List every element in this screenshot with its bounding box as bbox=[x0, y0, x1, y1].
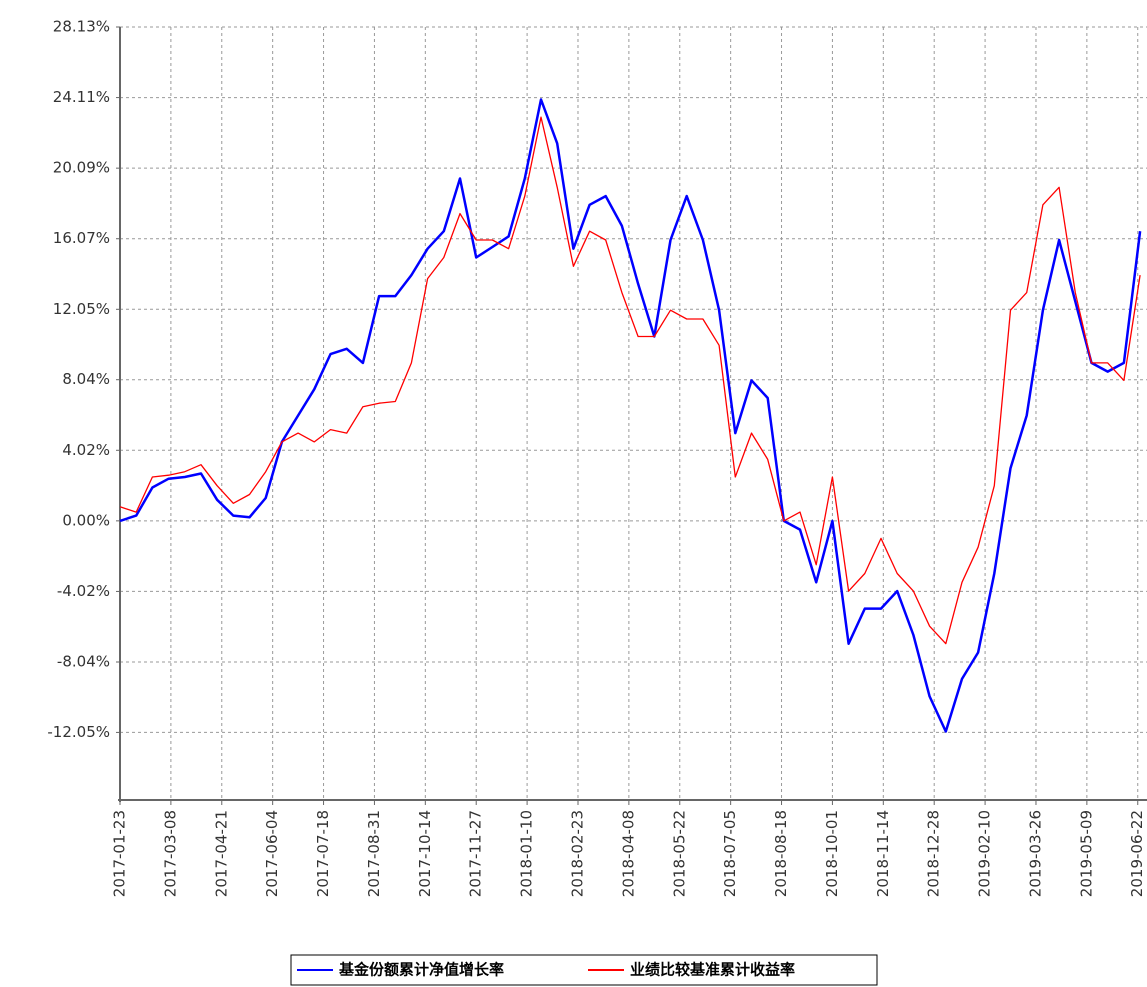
x-tick-label: 2018-05-22 bbox=[670, 810, 688, 897]
x-tick-label: 2018-10-01 bbox=[823, 810, 841, 897]
x-tick-label: 2019-05-09 bbox=[1077, 810, 1095, 897]
x-tick-label: 2018-01-10 bbox=[518, 810, 536, 897]
x-tick-label: 2019-02-10 bbox=[976, 810, 994, 897]
y-tick-label: 12.05% bbox=[53, 300, 110, 318]
x-tick-label: 2017-03-08 bbox=[161, 810, 179, 897]
x-tick-label: 2017-01-23 bbox=[111, 810, 129, 897]
y-tick-label: -12.05% bbox=[47, 723, 110, 741]
x-tick-label: 2017-10-14 bbox=[416, 810, 434, 897]
y-tick-label: 16.07% bbox=[53, 229, 110, 247]
y-tick-label: -8.04% bbox=[57, 653, 110, 671]
y-tick-label: 20.09% bbox=[53, 159, 110, 177]
y-tick-label: 4.02% bbox=[62, 441, 110, 459]
x-tick-label: 2018-04-08 bbox=[619, 810, 637, 897]
x-tick-label: 2019-03-26 bbox=[1026, 810, 1044, 897]
y-tick-label: 28.13% bbox=[53, 18, 110, 36]
legend-label: 业绩比较基准累计收益率 bbox=[630, 961, 795, 979]
legend-label: 基金份额累计净值增长率 bbox=[338, 961, 504, 979]
x-tick-label: 2018-07-05 bbox=[721, 810, 739, 897]
x-tick-label: 2017-11-27 bbox=[467, 810, 485, 897]
y-tick-label: 0.00% bbox=[62, 511, 110, 529]
x-tick-label: 2018-11-14 bbox=[874, 810, 892, 897]
y-tick-label: 8.04% bbox=[62, 370, 110, 388]
series-line bbox=[119, 98, 1142, 733]
x-tick-label: 2017-04-21 bbox=[212, 810, 230, 897]
x-tick-label: 2018-02-23 bbox=[568, 810, 586, 897]
y-tick-label: -4.02% bbox=[57, 582, 110, 600]
x-tick-label: 2018-08-18 bbox=[772, 810, 790, 897]
x-tick-label: 2017-06-04 bbox=[263, 810, 281, 897]
x-tick-label: 2017-08-31 bbox=[365, 810, 383, 897]
x-tick-label: 2017-07-18 bbox=[314, 810, 332, 897]
x-tick-label: 2018-12-28 bbox=[925, 810, 943, 897]
y-tick-label: 24.11% bbox=[53, 88, 110, 106]
x-tick-label: 2019-06-22 bbox=[1128, 810, 1146, 897]
legend-box bbox=[290, 954, 878, 986]
series-line bbox=[119, 116, 1141, 645]
